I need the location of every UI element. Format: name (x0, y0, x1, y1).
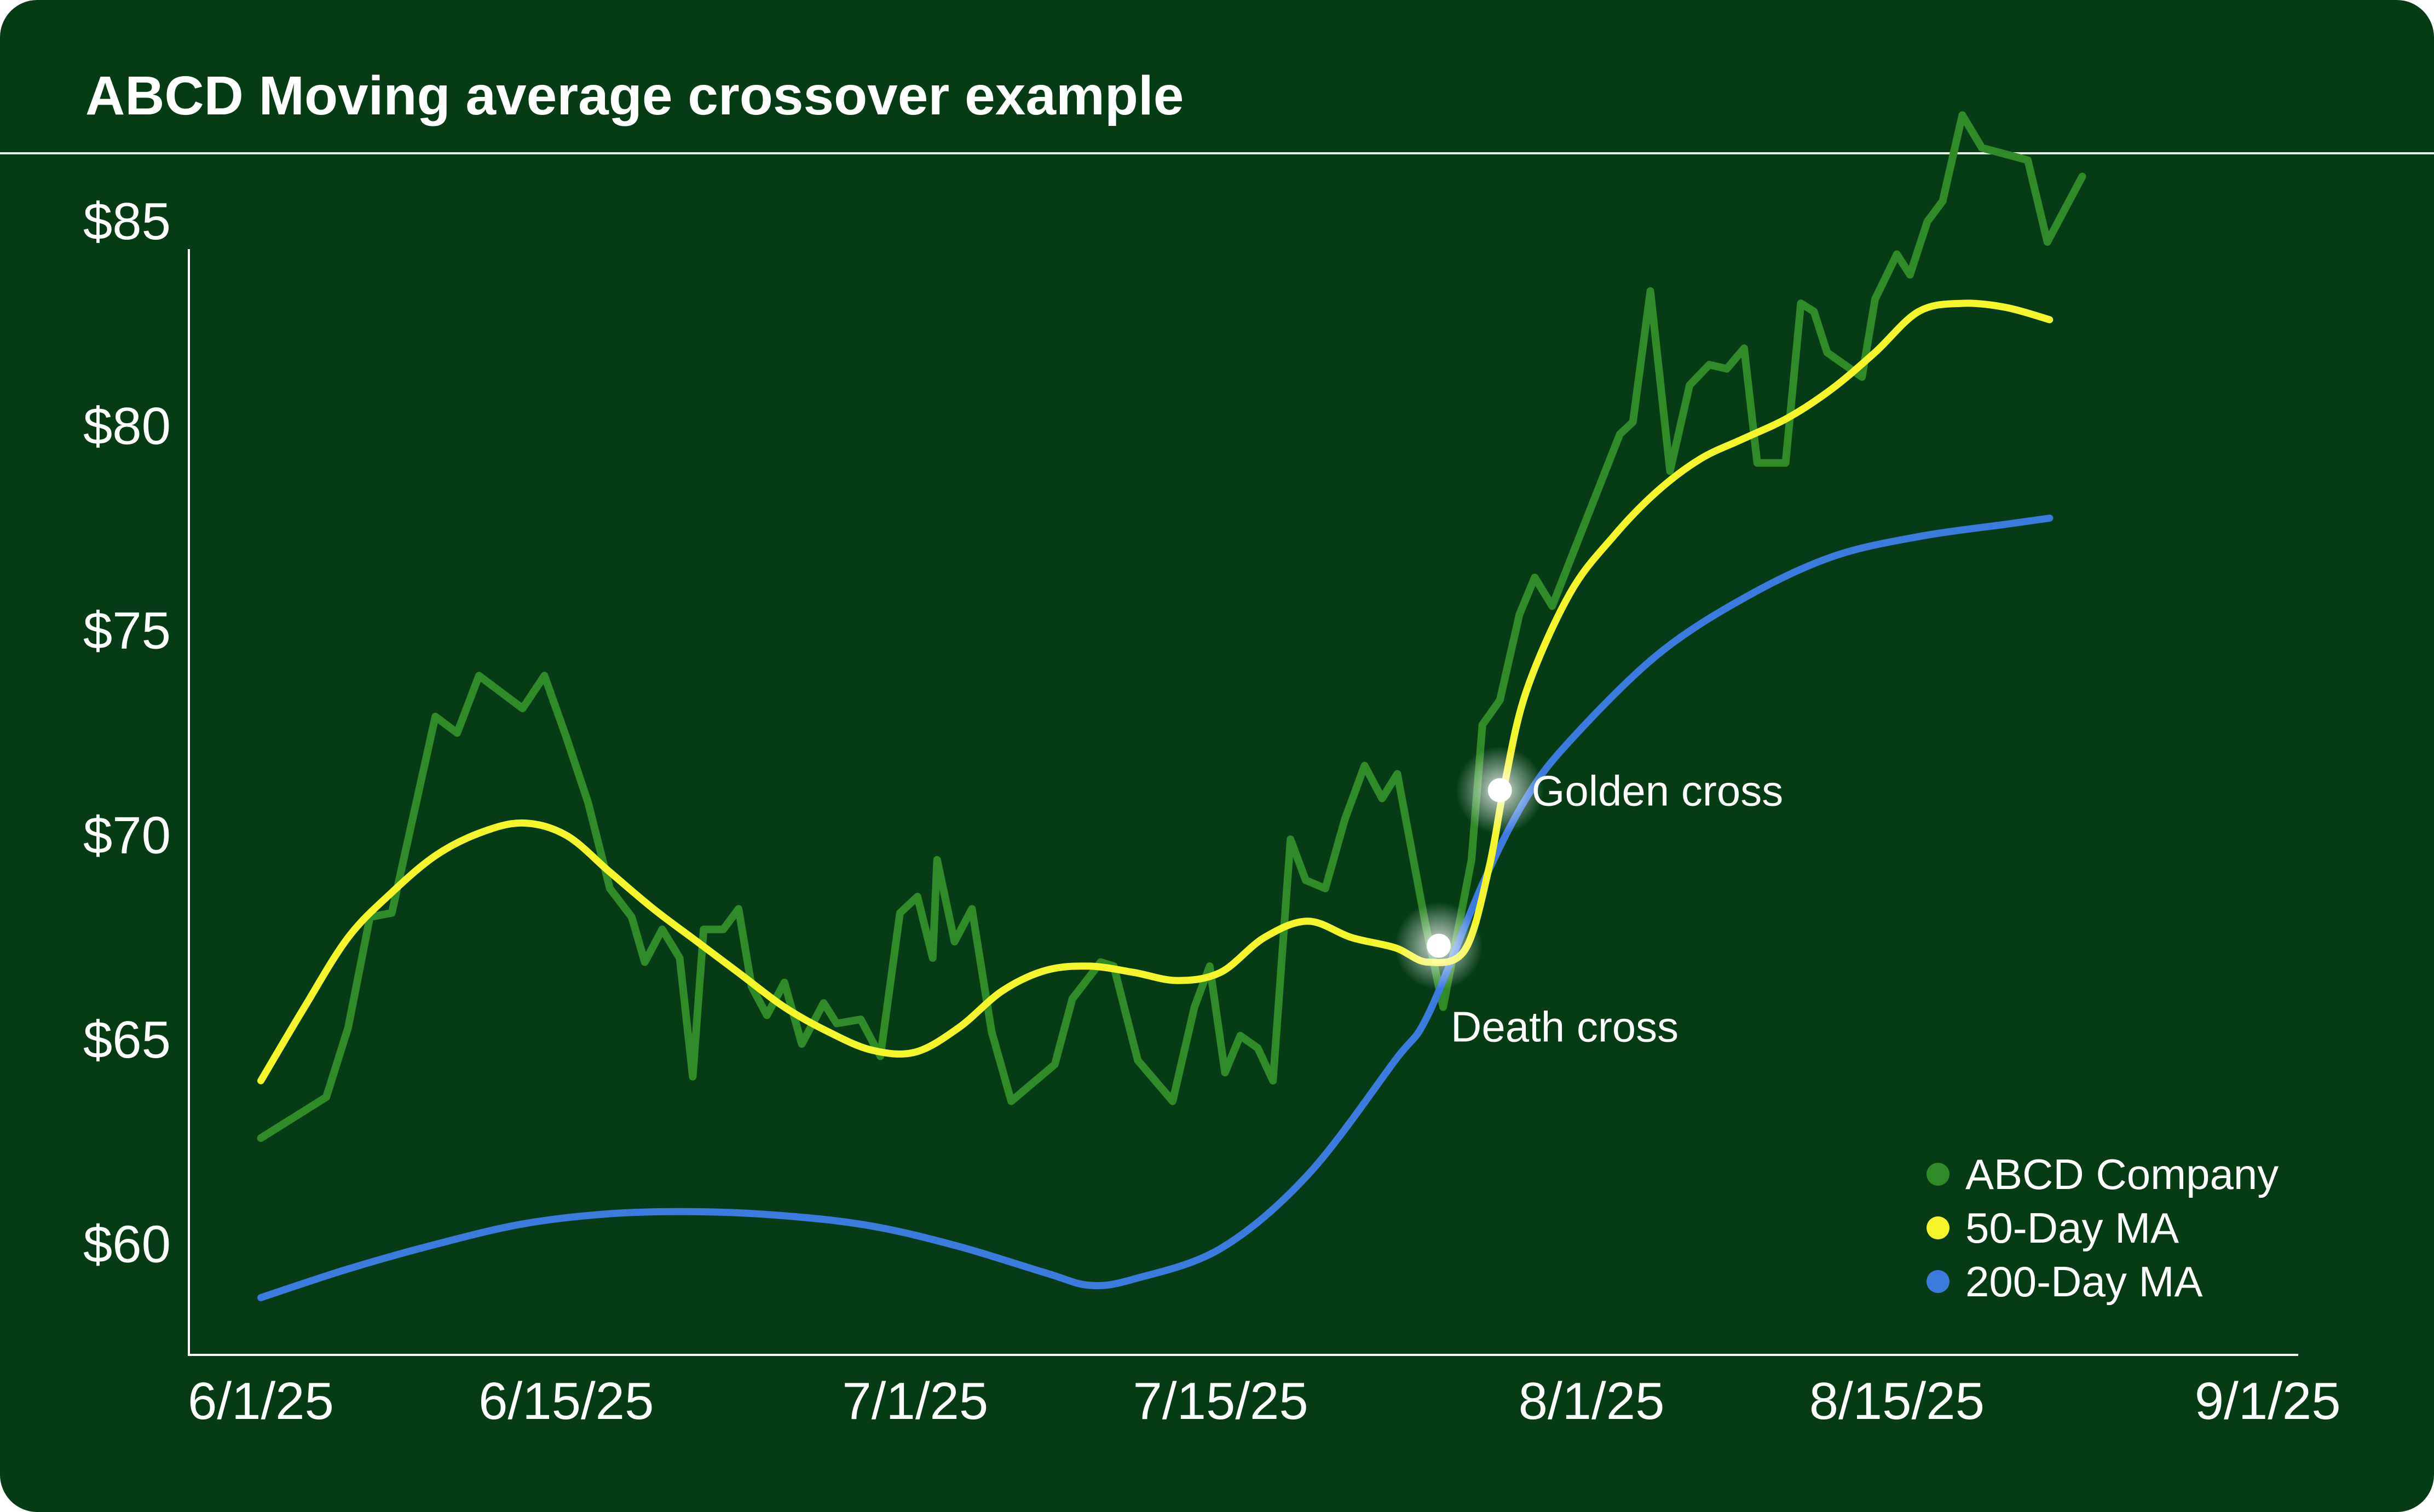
legend-label-ma200: 200-Day MA (1965, 1257, 2203, 1306)
x-tick-labels: 6/1/25 6/15/25 7/1/25 7/15/25 8/1/25 8/15/25 9… (188, 1372, 2341, 1430)
y-tick-label: $60 (83, 1215, 171, 1274)
death-cross-marker (1427, 933, 1451, 958)
legend-label-ma50: 50-Day MA (1965, 1204, 2179, 1252)
x-tick-label: 6/15/25 (478, 1372, 654, 1430)
y-tick-label: $70 (83, 806, 171, 864)
x-tick-label: 6/1/25 (188, 1372, 334, 1430)
x-tick-label: 7/15/25 (1133, 1372, 1308, 1430)
y-tick-label: $65 (83, 1011, 171, 1069)
series-layer (257, 111, 2086, 1301)
y-tick-label: $80 (83, 397, 171, 455)
series-line-ma200 (257, 515, 2054, 1301)
chart-title: ABCD Moving average crossover example (85, 65, 1184, 126)
series-line-price (257, 111, 2086, 1142)
title-divider (0, 152, 2434, 154)
series-line-ma50 (257, 299, 2054, 1084)
golden-cross-marker (1487, 778, 1512, 803)
annotation-layer: Death cross Golden cross (1395, 746, 1784, 1051)
legend-label-price: ABCD Company (1965, 1150, 2279, 1198)
legend-swatch-ma50 (1927, 1216, 1949, 1239)
y-tick-labels: $60 $65 $70 $75 $80 $85 (83, 192, 171, 1274)
legend-swatch-price (1927, 1163, 1949, 1186)
x-tick-label: 7/1/25 (842, 1372, 988, 1430)
x-tick-label: 8/15/25 (1809, 1372, 1985, 1430)
golden-cross-label: Golden cross (1532, 767, 1784, 815)
x-tick-label: 9/1/25 (2195, 1372, 2341, 1430)
death-cross-label: Death cross (1451, 1003, 1679, 1051)
legend-swatch-ma200 (1927, 1270, 1949, 1293)
x-tick-label: 8/1/25 (1519, 1372, 1665, 1430)
y-tick-label: $75 (83, 602, 171, 660)
legend: ABCD Company 50-Day MA 200-Day MA (1927, 1150, 2279, 1306)
y-tick-label: $85 (83, 192, 171, 251)
